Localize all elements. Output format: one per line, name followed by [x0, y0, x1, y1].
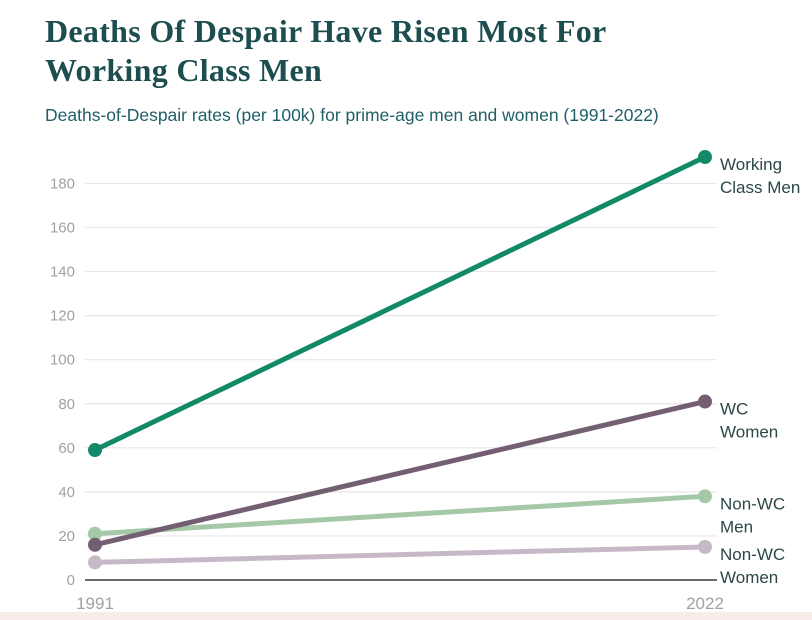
series-label-wc-women: WC Women: [720, 400, 778, 442]
series-dot-end-non-wc-men: [698, 489, 712, 504]
y-tick-label-40: 40: [58, 484, 75, 501]
x-tick-label-2022: 2022: [686, 594, 724, 613]
next-section-edge: [0, 612, 812, 620]
y-tick-label-0: 0: [67, 572, 75, 589]
y-tick-label-160: 160: [50, 220, 75, 237]
series-label-non-wc-women: Non-WC Women: [720, 545, 785, 587]
series-label-working-class-men: Working Class Men: [720, 155, 800, 197]
chart-title: Deaths Of Despair Have Risen Most For Wo…: [45, 12, 785, 90]
y-tick-label-20: 20: [58, 528, 75, 545]
chart-title-line1: Deaths Of Despair Have Risen Most For: [45, 13, 607, 49]
y-tick-label-140: 140: [50, 264, 75, 281]
series-label-line-working-class-men-0: Working: [720, 155, 782, 174]
series-line-non-wc-men: [92, 493, 708, 537]
series-dot-end-non-wc-women: [698, 539, 712, 554]
series-dot-start-non-wc-men: [88, 526, 102, 541]
series-label-line-non-wc-women-0: Non-WC: [720, 545, 785, 564]
series-label-line-non-wc-men-0: Non-WC: [720, 494, 785, 513]
chart-subtitle: Deaths-of-Despair rates (per 100k) for p…: [45, 105, 659, 125]
series-line-wc-women: [92, 399, 708, 548]
series-dot-end-working-class-men: [698, 150, 712, 165]
y-tick-label-60: 60: [58, 440, 75, 457]
series-line-non-wc-women: [92, 544, 708, 565]
series-dot-start-wc-women: [88, 537, 102, 552]
series-label-line-wc-women-0: WC: [720, 400, 748, 419]
y-tick-label-180: 180: [50, 175, 75, 192]
series-line-working-class-men: [92, 154, 708, 453]
series-dot-end-wc-women: [698, 394, 712, 409]
y-tick-label-120: 120: [50, 308, 75, 325]
series-label-non-wc-men: Non-WC Men: [720, 494, 785, 536]
y-tick-label-80: 80: [58, 396, 75, 413]
series-dot-start-non-wc-women: [88, 555, 102, 570]
x-tick-label-1991: 1991: [76, 594, 114, 613]
series-label-line-non-wc-women-1: Women: [720, 568, 778, 587]
y-tick-label-100: 100: [50, 352, 75, 369]
series-label-line-working-class-men-1: Class Men: [720, 178, 800, 197]
chart-title-line2: Working Class Men: [45, 52, 323, 88]
series-label-line-wc-women-1: Women: [720, 423, 778, 442]
series-label-line-non-wc-men-1: Men: [720, 517, 753, 536]
series-dot-start-working-class-men: [88, 443, 102, 458]
